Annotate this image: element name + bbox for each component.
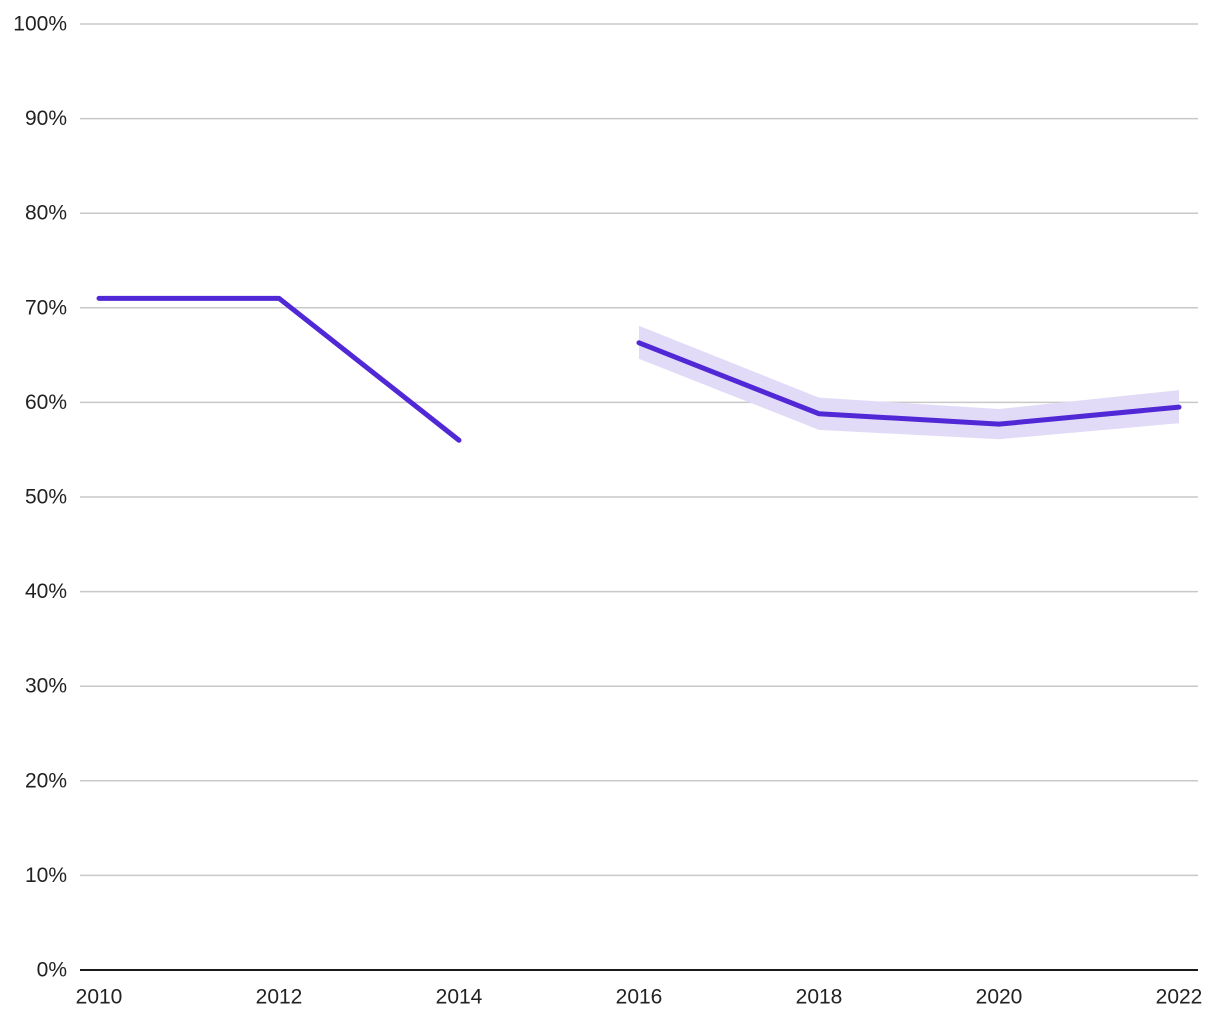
x-tick-label: 2020 xyxy=(976,986,1023,1009)
y-tick-labels: 0% 10% 20% 30% 40% 50% 60% 70% 80% 90% 100% xyxy=(13,13,67,982)
x-tick-label: 2018 xyxy=(796,986,843,1009)
y-tick-label: 40% xyxy=(25,580,67,603)
y-tick-label: 20% xyxy=(25,769,67,792)
x-tick-label: 2016 xyxy=(616,986,663,1009)
y-tick-label: 50% xyxy=(25,486,67,509)
series-lines xyxy=(96,295,1182,443)
x-tick-label: 2014 xyxy=(436,986,483,1009)
y-tick-label: 10% xyxy=(25,864,67,887)
y-tick-label: 30% xyxy=(25,675,67,698)
x-tick-label: 2012 xyxy=(256,986,303,1009)
confidence-band xyxy=(639,325,1179,440)
y-tick-label: 60% xyxy=(25,391,67,414)
series-line xyxy=(636,340,1182,427)
x-tick-label: 2010 xyxy=(76,986,123,1009)
x-tick-labels: 2010 2012 2014 2016 2018 2020 2022 xyxy=(76,986,1203,1009)
series-line xyxy=(96,295,462,443)
y-tick-label: 70% xyxy=(25,296,67,319)
y-tick-label: 90% xyxy=(25,107,67,130)
y-tick-label: 0% xyxy=(37,959,67,982)
grid-lines xyxy=(80,23,1198,877)
confidence-bands xyxy=(639,325,1179,440)
x-tick-label: 2022 xyxy=(1156,986,1203,1009)
y-tick-label: 100% xyxy=(13,13,67,36)
y-tick-label: 80% xyxy=(25,202,67,225)
